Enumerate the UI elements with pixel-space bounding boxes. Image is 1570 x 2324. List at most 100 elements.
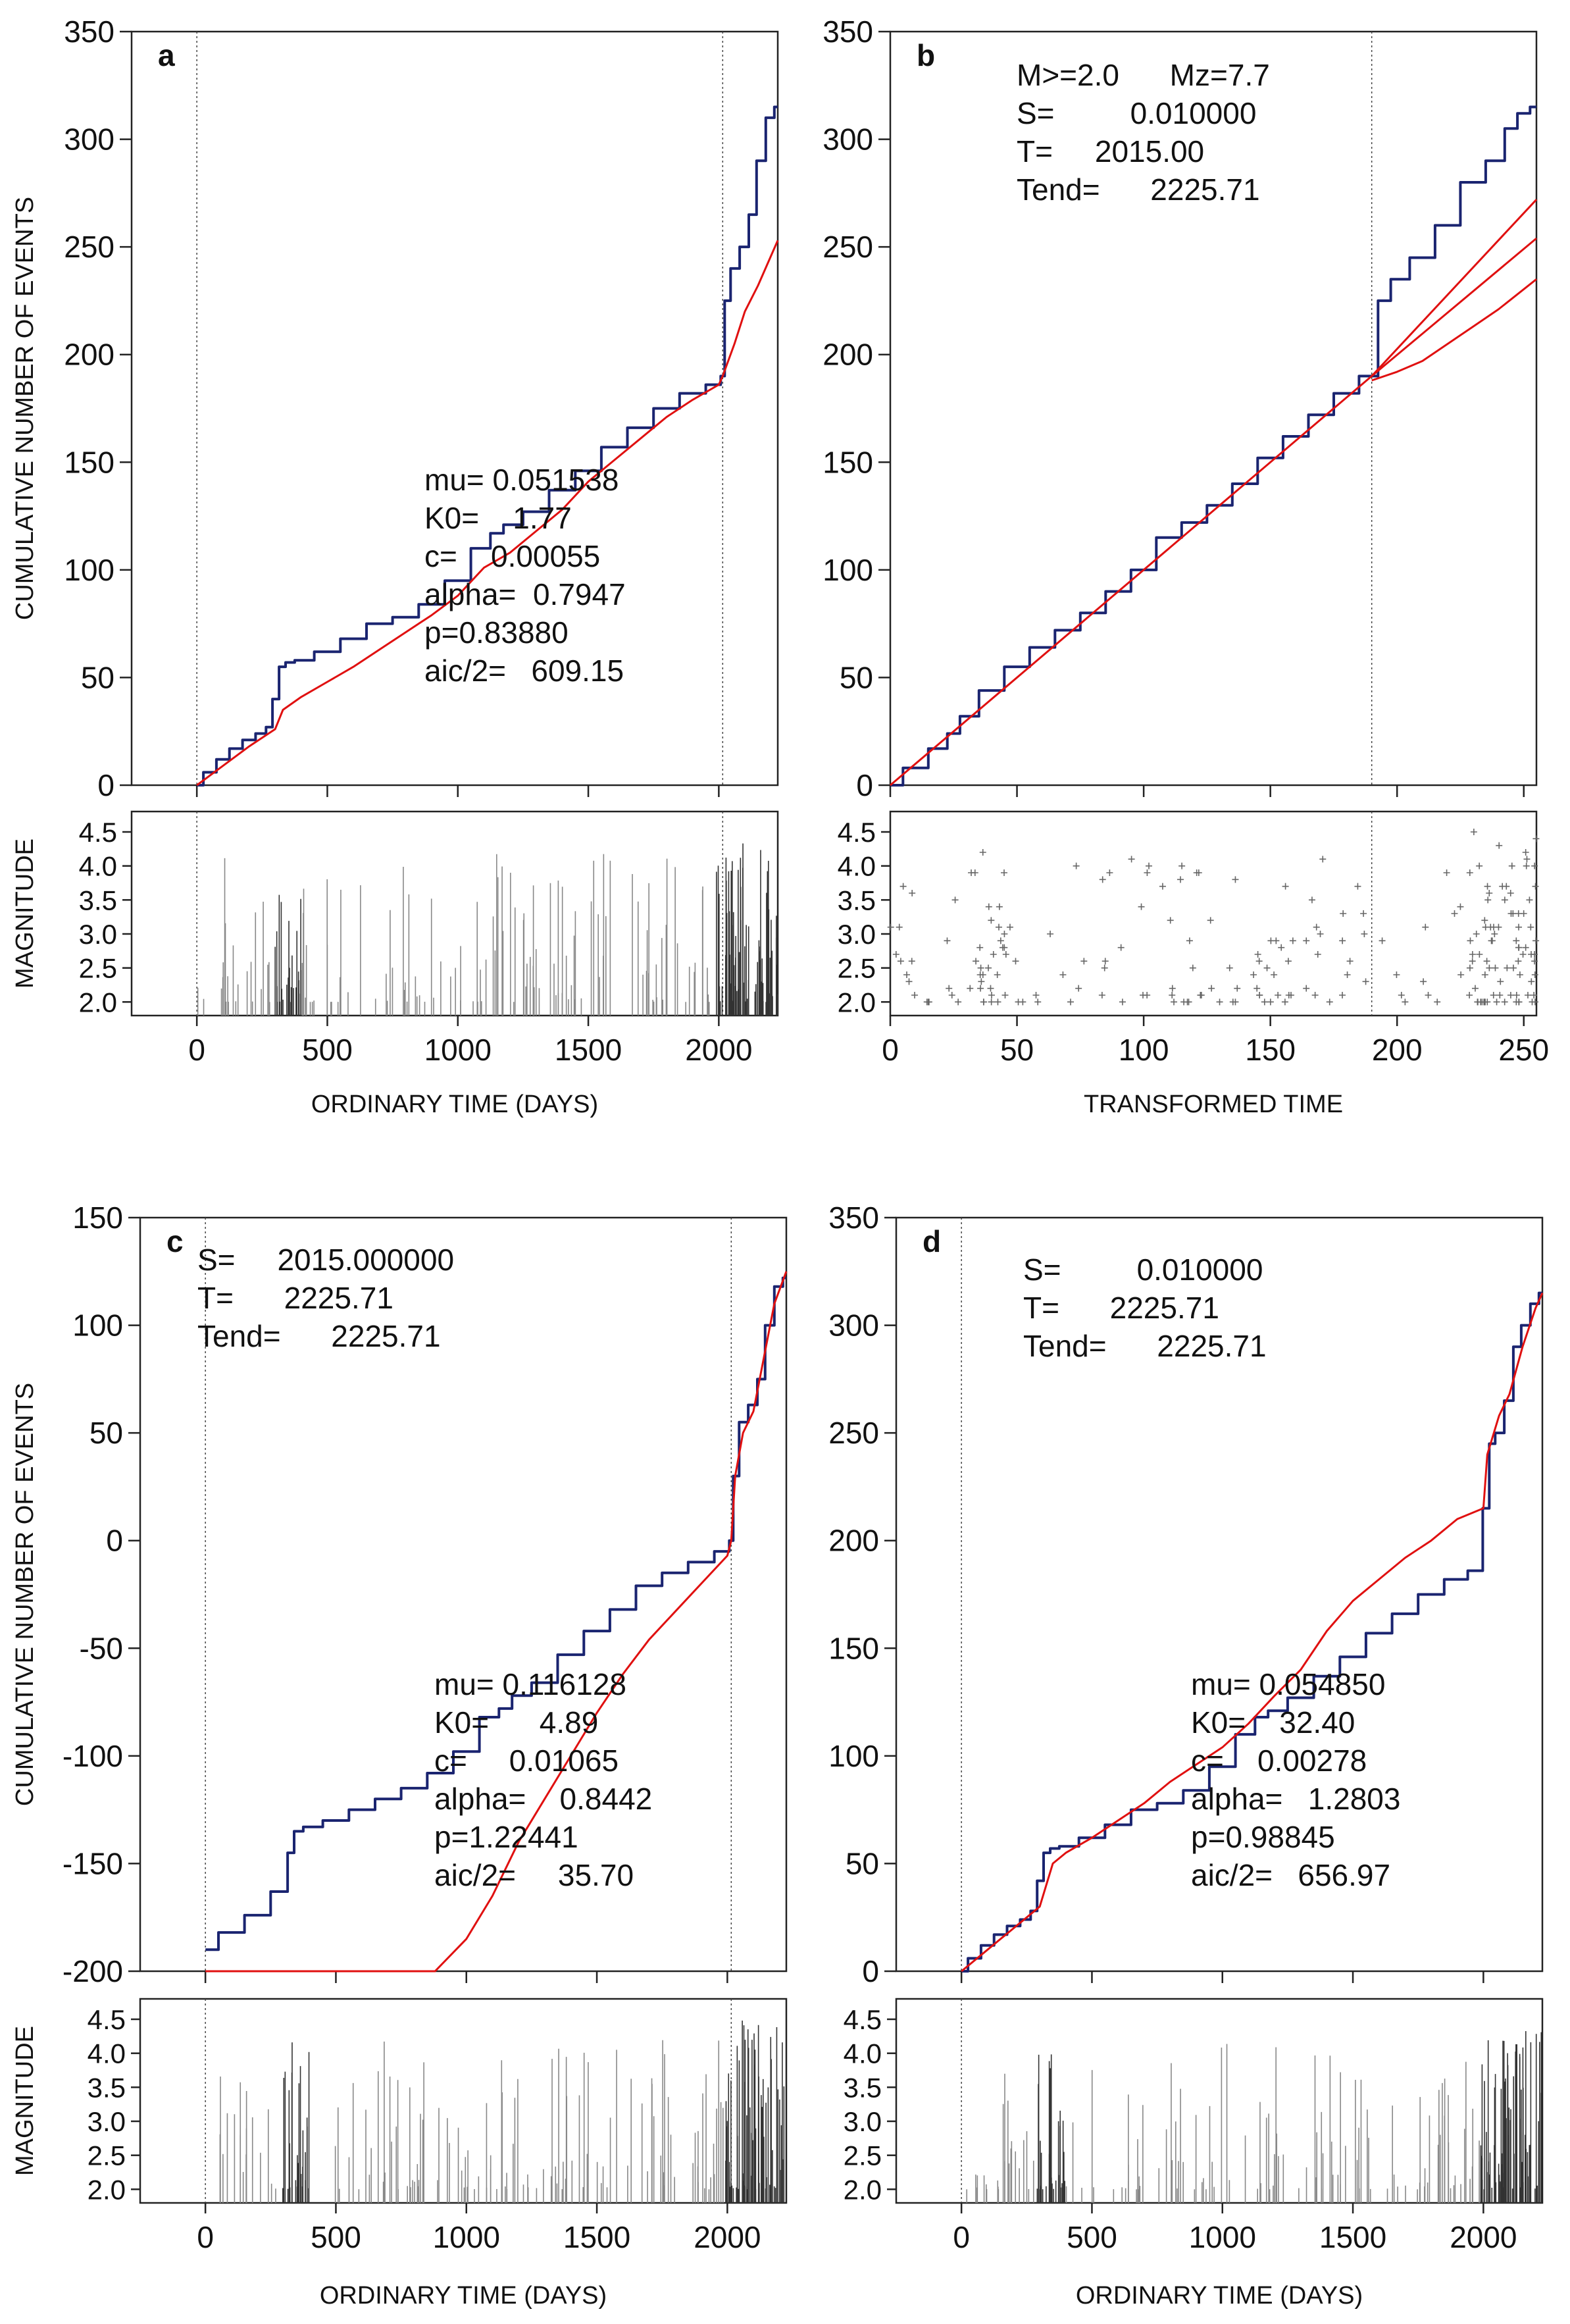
magnitude-y-tick-label: 2.5 [79,953,117,984]
magnitude-event-cross [1275,992,1282,998]
annotation-text: alpha= 1.2803 [1191,1782,1400,1816]
magnitude-event-cross [1314,951,1321,958]
y-axis-label: CUMULATIVE NUMBER OF EVENTS [11,197,39,620]
y-tick-label: 300 [64,122,114,157]
magnitude-event-cross [1032,992,1040,998]
annotation-text: mu= 0.054850 [1191,1667,1385,1701]
magnitude-event-cross [1319,856,1327,863]
magnitude-event-cross [1253,985,1261,992]
panel-letter: b [917,38,935,72]
y-tick-label: 50 [81,660,114,694]
magnitude-event-cross [1531,992,1538,998]
magnitude-event-cross [1532,883,1539,890]
magnitude-event-cross [1169,985,1176,992]
magnitude-event-cross [1234,985,1241,992]
magnitude-event-cross [1486,890,1493,896]
annotation-text: K0= 4.89 [434,1705,598,1740]
magnitude-event-cross [1532,937,1540,944]
magnitude-frame [895,1998,1544,2204]
magnitude-y-tick-label: 3.0 [838,919,876,950]
magnitude-event-cross [1317,931,1324,937]
y-tick-label: -150 [63,1846,123,1880]
y-tick-label: 0 [856,768,873,802]
magnitude-event-cross [1282,883,1289,890]
magnitude-frame [139,1998,788,2204]
magnitude-event-cross [1311,992,1319,998]
magnitude-event-cross [1138,903,1145,910]
magnitude-y-tick-label: 2.5 [844,2140,882,2171]
x-tick-label: 1000 [1189,2220,1256,2254]
magnitude-event-cross [1482,923,1489,931]
magnitude-event-cross [1515,923,1522,931]
x-tick-label: 2000 [685,1033,752,1067]
x-tick-label: 1500 [1319,2220,1386,2254]
magnitude-event-cross [1515,910,1522,917]
magnitude-event-cross [1189,964,1196,971]
magnitude-event-cross [1491,931,1498,937]
annotation-text: alpha= 0.8442 [434,1782,652,1816]
magnitude-event-cross [1528,951,1535,958]
y-tick-label: 200 [64,338,114,372]
magnitude-events [197,843,778,1016]
x-tick-label: 0 [882,1033,899,1067]
magnitude-event-cross [980,998,987,1006]
magnitude-event-cross [994,998,1001,1006]
magnitude-event-cross [1197,992,1204,998]
magnitude-event-cross [1499,883,1506,890]
magnitude-event-cross [1012,958,1019,965]
magnitude-event-cross [1360,910,1367,917]
magnitude-event-cross [911,992,919,998]
magnitude-event-cross [1519,951,1527,958]
panel-a: 0 50 100 150 200 250 300 350 a mu= 0.051538 K0= 1.… [11,14,779,1118]
magnitude-event-cross [1513,998,1520,1006]
annotation-text: Tend= 2225.71 [1023,1329,1267,1363]
y-tick-label: 250 [64,230,114,264]
magnitude-event-cross [1106,869,1113,876]
magnitude-event-cross [1263,964,1271,971]
magnitude-event-cross [1289,937,1296,944]
magnitude-event-cross [1529,998,1536,1006]
x-tick-label: 2000 [1450,2220,1517,2254]
magnitude-event-cross [1457,903,1464,910]
annotation-text: aic/2= 35.70 [434,1858,634,1892]
y-tick-label: -100 [63,1739,123,1773]
x-tick-label: 0 [953,2220,970,2254]
magnitude-event-cross [1516,971,1523,978]
x-axis-label: ORDINARY TIME (DAYS) [320,2282,607,2310]
magnitude-event-cross [979,971,986,978]
magnitude-event-cross [1362,978,1369,985]
annotation-text: aic/2= 609.15 [424,654,624,688]
magnitude-event-cross [1267,937,1275,944]
magnitude-y-tick-label: 2.0 [79,987,117,1018]
x-tick-label: 1000 [424,1033,492,1067]
series-observed-line [205,1276,786,1951]
magnitude-event-cross [1255,958,1263,965]
magnitude-event-cross [1470,829,1477,835]
magnitude-event-cross [1226,964,1233,971]
magnitude-event-cross [1484,883,1491,890]
y-tick-label: 100 [823,553,873,587]
magnitude-event-cross [1527,923,1534,931]
magnitude-event-cross [1471,985,1479,992]
magnitude-event-cross [1146,862,1153,869]
annotation-text: mu= 0.116128 [434,1667,626,1701]
magnitude-y-tick-label: 4.0 [88,2038,126,2069]
y-tick-label: 100 [72,1308,123,1343]
x-tick-label: 500 [311,2220,361,2254]
magnitude-event-cross [908,958,915,965]
y-tick-label: 150 [823,445,873,479]
magnitude-event-cross [1144,992,1151,998]
magnitude-event-cross [1267,998,1274,1006]
x-tick-label: 1500 [555,1033,622,1067]
magnitude-event-cross [973,958,980,965]
annotation-text: T= 2225.71 [197,1281,393,1315]
magnitude-events [966,2031,1542,2203]
magnitude-event-cross [1281,998,1288,1006]
x-tick-label: 2000 [694,2220,761,2254]
magnitude-event-cross [1303,985,1310,992]
magnitude-event-cross [985,964,992,971]
magnitude-event-cross [1504,964,1511,971]
magnitude-event-cross [1169,992,1176,998]
magnitude-event-cross [1476,862,1483,869]
y-tick-label: 250 [828,1416,879,1450]
